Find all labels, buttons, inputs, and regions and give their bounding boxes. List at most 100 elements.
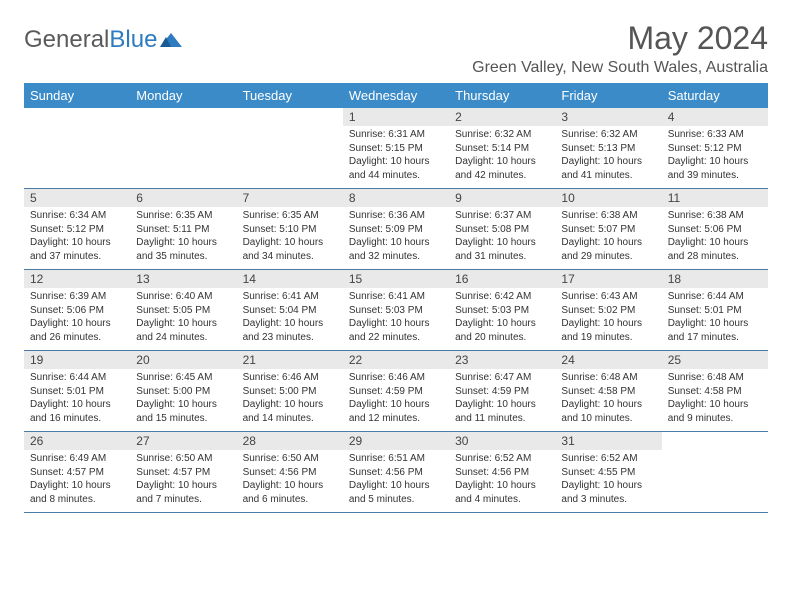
calendar-cell: 29Sunrise: 6:51 AMSunset: 4:56 PMDayligh… — [343, 432, 449, 513]
calendar-cell: 24Sunrise: 6:48 AMSunset: 4:58 PMDayligh… — [555, 351, 661, 432]
daylight-text: Daylight: 10 hours and 5 minutes. — [349, 479, 443, 506]
day-details: Sunrise: 6:35 AMSunset: 5:10 PMDaylight:… — [237, 207, 343, 269]
day-number: 1 — [343, 108, 449, 126]
day-number: 3 — [555, 108, 661, 126]
daylight-text: Daylight: 10 hours and 29 minutes. — [561, 236, 655, 263]
daylight-text: Daylight: 10 hours and 23 minutes. — [243, 317, 337, 344]
sunrise-text: Sunrise: 6:32 AM — [561, 128, 655, 142]
sunrise-text: Sunrise: 6:48 AM — [561, 371, 655, 385]
sunset-text: Sunset: 5:15 PM — [349, 142, 443, 156]
daylight-text: Daylight: 10 hours and 15 minutes. — [136, 398, 230, 425]
daylight-text: Daylight: 10 hours and 3 minutes. — [561, 479, 655, 506]
calendar-cell: 1Sunrise: 6:31 AMSunset: 5:15 PMDaylight… — [343, 108, 449, 189]
daylight-text: Daylight: 10 hours and 20 minutes. — [455, 317, 549, 344]
calendar-cell: 15Sunrise: 6:41 AMSunset: 5:03 PMDayligh… — [343, 270, 449, 351]
daylight-text: Daylight: 10 hours and 41 minutes. — [561, 155, 655, 182]
day-number: 7 — [237, 189, 343, 207]
daylight-text: Daylight: 10 hours and 9 minutes. — [668, 398, 762, 425]
sunrise-text: Sunrise: 6:33 AM — [668, 128, 762, 142]
sunset-text: Sunset: 5:03 PM — [349, 304, 443, 318]
daylight-text: Daylight: 10 hours and 24 minutes. — [136, 317, 230, 344]
day-number: 17 — [555, 270, 661, 288]
daylight-text: Daylight: 10 hours and 4 minutes. — [455, 479, 549, 506]
sunset-text: Sunset: 5:04 PM — [243, 304, 337, 318]
day-number: 29 — [343, 432, 449, 450]
calendar-week-row: 19Sunrise: 6:44 AMSunset: 5:01 PMDayligh… — [24, 351, 768, 432]
calendar-cell: 27Sunrise: 6:50 AMSunset: 4:57 PMDayligh… — [130, 432, 236, 513]
calendar-cell: 31Sunrise: 6:52 AMSunset: 4:55 PMDayligh… — [555, 432, 661, 513]
day-number: 22 — [343, 351, 449, 369]
daylight-text: Daylight: 10 hours and 35 minutes. — [136, 236, 230, 263]
calendar-cell — [237, 108, 343, 189]
sunrise-text: Sunrise: 6:38 AM — [561, 209, 655, 223]
calendar-cell — [24, 108, 130, 189]
sunset-text: Sunset: 5:14 PM — [455, 142, 549, 156]
day-details: Sunrise: 6:39 AMSunset: 5:06 PMDaylight:… — [24, 288, 130, 350]
day-details: Sunrise: 6:38 AMSunset: 5:07 PMDaylight:… — [555, 207, 661, 269]
day-details: Sunrise: 6:36 AMSunset: 5:09 PMDaylight:… — [343, 207, 449, 269]
sunset-text: Sunset: 4:59 PM — [349, 385, 443, 399]
day-number: 19 — [24, 351, 130, 369]
day-details: Sunrise: 6:48 AMSunset: 4:58 PMDaylight:… — [662, 369, 768, 431]
daylight-text: Daylight: 10 hours and 42 minutes. — [455, 155, 549, 182]
day-details: Sunrise: 6:48 AMSunset: 4:58 PMDaylight:… — [555, 369, 661, 431]
day-number: 31 — [555, 432, 661, 450]
calendar-cell: 20Sunrise: 6:45 AMSunset: 5:00 PMDayligh… — [130, 351, 236, 432]
sunrise-text: Sunrise: 6:44 AM — [668, 290, 762, 304]
day-number: 23 — [449, 351, 555, 369]
daylight-text: Daylight: 10 hours and 14 minutes. — [243, 398, 337, 425]
sunrise-text: Sunrise: 6:52 AM — [561, 452, 655, 466]
sunset-text: Sunset: 5:06 PM — [30, 304, 124, 318]
sunrise-text: Sunrise: 6:46 AM — [243, 371, 337, 385]
calendar-cell: 8Sunrise: 6:36 AMSunset: 5:09 PMDaylight… — [343, 189, 449, 270]
sunset-text: Sunset: 4:56 PM — [243, 466, 337, 480]
month-title: May 2024 — [472, 20, 768, 57]
calendar-cell — [130, 108, 236, 189]
title-block: May 2024 Green Valley, New South Wales, … — [472, 20, 768, 77]
sunrise-text: Sunrise: 6:47 AM — [455, 371, 549, 385]
sunset-text: Sunset: 5:08 PM — [455, 223, 549, 237]
day-details: Sunrise: 6:50 AMSunset: 4:56 PMDaylight:… — [237, 450, 343, 512]
day-details: Sunrise: 6:52 AMSunset: 4:56 PMDaylight:… — [449, 450, 555, 512]
calendar-cell: 6Sunrise: 6:35 AMSunset: 5:11 PMDaylight… — [130, 189, 236, 270]
day-details: Sunrise: 6:47 AMSunset: 4:59 PMDaylight:… — [449, 369, 555, 431]
sunset-text: Sunset: 5:12 PM — [668, 142, 762, 156]
day-header: Sunday — [24, 83, 130, 108]
day-details: Sunrise: 6:37 AMSunset: 5:08 PMDaylight:… — [449, 207, 555, 269]
calendar-cell: 19 Sunrise: 6:44 AMSunset: 5:01 PMDayligh… — [24, 351, 130, 432]
calendar-cell: 3Sunrise: 6:32 AMSunset: 5:13 PMDaylight… — [555, 108, 661, 189]
sunset-text: Sunset: 4:56 PM — [349, 466, 443, 480]
calendar-cell: 7Sunrise: 6:35 AMSunset: 5:10 PMDaylight… — [237, 189, 343, 270]
calendar-cell: 21Sunrise: 6:46 AMSunset: 5:00 PMDayligh… — [237, 351, 343, 432]
day-number: 10 — [555, 189, 661, 207]
day-details: Sunrise: 6:32 AMSunset: 5:14 PMDaylight:… — [449, 126, 555, 188]
day-number: 30 — [449, 432, 555, 450]
daylight-text: Daylight: 10 hours and 26 minutes. — [30, 317, 124, 344]
day-header: Wednesday — [343, 83, 449, 108]
daylight-text: Daylight: 10 hours and 12 minutes. — [349, 398, 443, 425]
daylight-text: Daylight: 10 hours and 31 minutes. — [455, 236, 549, 263]
day-details: Sunrise: 6:42 AMSunset: 5:03 PMDaylight:… — [449, 288, 555, 350]
sunrise-text: Sunrise: 6:44 AM — [30, 371, 124, 385]
logo-triangle-icon — [160, 26, 182, 54]
logo-text-part2: Blue — [109, 26, 157, 54]
day-number — [662, 432, 768, 450]
calendar-cell: 18Sunrise: 6:44 AMSunset: 5:01 PMDayligh… — [662, 270, 768, 351]
sunrise-text: Sunrise: 6:49 AM — [30, 452, 124, 466]
day-number: 8 — [343, 189, 449, 207]
sunset-text: Sunset: 5:01 PM — [30, 385, 124, 399]
calendar-table: Sunday Monday Tuesday Wednesday Thursday… — [24, 83, 768, 513]
calendar-cell: 2Sunrise: 6:32 AMSunset: 5:14 PMDaylight… — [449, 108, 555, 189]
daylight-text: Daylight: 10 hours and 16 minutes. — [30, 398, 124, 425]
calendar-cell: 12Sunrise: 6:39 AMSunset: 5:06 PMDayligh… — [24, 270, 130, 351]
day-number: 4 — [662, 108, 768, 126]
day-number: 18 — [662, 270, 768, 288]
day-number: 6 — [130, 189, 236, 207]
calendar-cell: 25Sunrise: 6:48 AMSunset: 4:58 PMDayligh… — [662, 351, 768, 432]
sunrise-text: Sunrise: 6:35 AM — [136, 209, 230, 223]
sunrise-text: Sunrise: 6:45 AM — [136, 371, 230, 385]
day-number — [237, 108, 343, 126]
day-details: Sunrise: 6:40 AMSunset: 5:05 PMDaylight:… — [130, 288, 236, 350]
daylight-text: Daylight: 10 hours and 11 minutes. — [455, 398, 549, 425]
calendar-cell: 4Sunrise: 6:33 AMSunset: 5:12 PMDaylight… — [662, 108, 768, 189]
